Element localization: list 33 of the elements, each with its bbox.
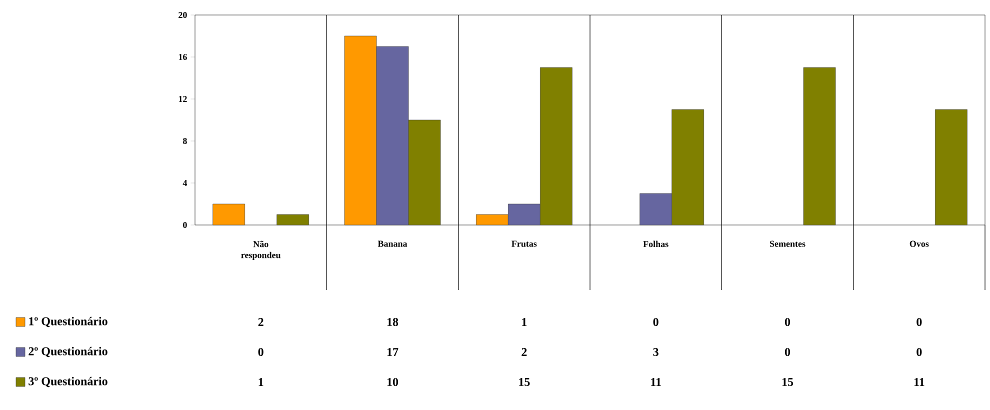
data-label: 0 <box>258 348 264 356</box>
legend-label: 2º Questionário <box>28 346 108 358</box>
data-label: 2 <box>522 348 527 356</box>
data-label: 11 <box>914 378 924 386</box>
legend-label: 3º Questionário <box>28 376 108 388</box>
data-label: 2 <box>258 318 264 326</box>
x-tick-label: Folhas <box>643 240 668 248</box>
data-label: 0 <box>784 318 790 326</box>
x-tick-label: Ovos <box>910 240 929 247</box>
y-tick-label: 20 <box>178 12 187 18</box>
x-tick-label: Banana <box>378 240 408 247</box>
data-label: 11 <box>651 378 661 386</box>
data-label: 1 <box>258 378 264 386</box>
y-tick-label: 0 <box>183 222 187 228</box>
data-label: 0 <box>653 318 658 326</box>
data-label: 10 <box>387 378 398 386</box>
data-label: 0 <box>916 318 922 326</box>
y-tick-label: 12 <box>178 96 187 102</box>
data-label: 3 <box>653 348 658 356</box>
x-tick-label: Frutas <box>512 240 537 247</box>
x-tick-label: Não respondeu <box>241 240 281 260</box>
x-tick-label: Sementes <box>770 240 806 247</box>
data-label: 15 <box>782 378 794 386</box>
data-label: 15 <box>519 378 530 386</box>
data-label: 17 <box>387 348 398 356</box>
data-label: 0 <box>784 348 790 356</box>
data-label: 0 <box>916 348 922 356</box>
y-tick-label: 16 <box>178 54 187 60</box>
data-label: 18 <box>387 318 398 326</box>
y-tick-label: 8 <box>183 138 187 144</box>
y-tick-label: 4 <box>182 180 188 186</box>
data-label: 1 <box>522 318 527 326</box>
legend-label: 1º Questionário <box>29 316 108 328</box>
